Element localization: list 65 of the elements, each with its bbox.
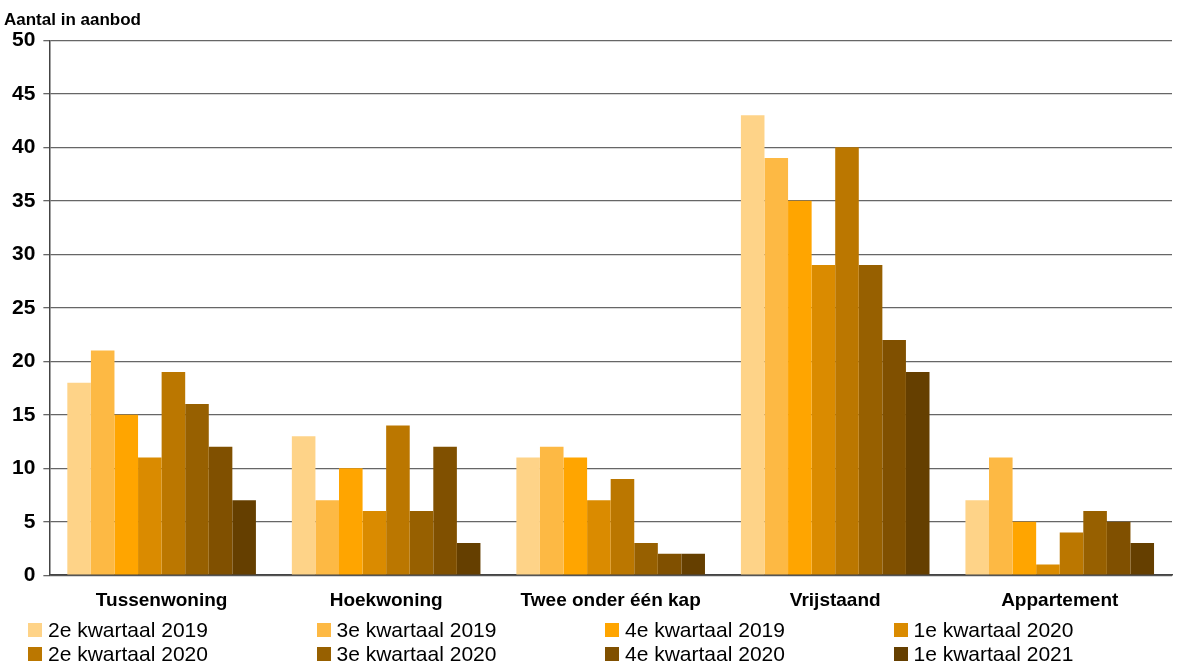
y-tick-label: 40 xyxy=(12,134,36,158)
x-tick-label: Vrijstaand xyxy=(789,588,881,610)
bar xyxy=(1059,532,1084,575)
legend-label: 1e kwartaal 2021 xyxy=(913,642,1074,666)
bar xyxy=(835,147,859,575)
legend-label: 3e kwartaal 2020 xyxy=(336,642,497,666)
bar xyxy=(587,500,611,575)
bar xyxy=(965,500,990,575)
bar xyxy=(1012,521,1037,575)
bar xyxy=(138,457,162,575)
bar xyxy=(740,115,765,575)
bar xyxy=(563,457,588,575)
bar xyxy=(1083,511,1107,575)
y-tick-label: 10 xyxy=(12,455,36,479)
y-tick-label: 45 xyxy=(12,80,36,104)
bar xyxy=(1036,564,1060,575)
legend-label: 2e kwartaal 2020 xyxy=(48,642,208,666)
y-tick-label: 50 xyxy=(12,27,36,51)
y-tick-label: 20 xyxy=(12,348,36,372)
legend-label: 3e kwartaal 2019 xyxy=(336,618,497,642)
legend-label: 2e kwartaal 2019 xyxy=(48,618,208,642)
bar xyxy=(811,265,836,575)
bar xyxy=(409,511,434,575)
y-tick-label: 25 xyxy=(12,294,36,318)
bar xyxy=(989,457,1013,575)
bar xyxy=(161,371,186,575)
bar xyxy=(516,457,540,575)
bar xyxy=(114,414,139,575)
bar xyxy=(386,425,410,575)
bar xyxy=(208,446,233,575)
y-tick-label: 0 xyxy=(23,562,36,585)
x-tick-label: Tussenwoning xyxy=(95,588,228,610)
y-tick-label: 15 xyxy=(12,401,36,425)
bar xyxy=(67,382,91,575)
bar xyxy=(681,553,705,575)
bar xyxy=(634,543,658,575)
bar xyxy=(232,500,256,575)
legend-label: 4e kwartaal 2019 xyxy=(625,618,785,642)
x-tick-label: Appartement xyxy=(1001,588,1119,610)
bar xyxy=(882,339,906,575)
bar xyxy=(788,200,812,575)
y-tick-label: 5 xyxy=(23,508,36,532)
bar xyxy=(339,468,363,575)
bar xyxy=(291,436,316,575)
legend-label: 4e kwartaal 2020 xyxy=(625,642,785,666)
bar xyxy=(185,404,209,575)
bar xyxy=(1106,521,1131,575)
bar xyxy=(433,446,457,575)
bar xyxy=(362,511,387,575)
x-tick-label: Twee onder één kap xyxy=(520,588,701,610)
bar xyxy=(858,265,883,575)
y-tick-label: 30 xyxy=(12,241,36,265)
x-tick-label: Hoekwoning xyxy=(329,588,443,610)
bar xyxy=(456,543,481,575)
bar xyxy=(905,371,930,575)
bar xyxy=(90,350,115,575)
bar xyxy=(764,158,789,575)
bar xyxy=(610,478,635,575)
y-tick-label: 35 xyxy=(12,187,36,211)
y-axis-title: Aantal in aanbod xyxy=(4,9,141,29)
bar xyxy=(315,500,339,575)
bar xyxy=(1130,543,1155,575)
legend-label: 1e kwartaal 2020 xyxy=(913,618,1074,642)
bar xyxy=(657,553,682,575)
bar xyxy=(539,446,564,575)
